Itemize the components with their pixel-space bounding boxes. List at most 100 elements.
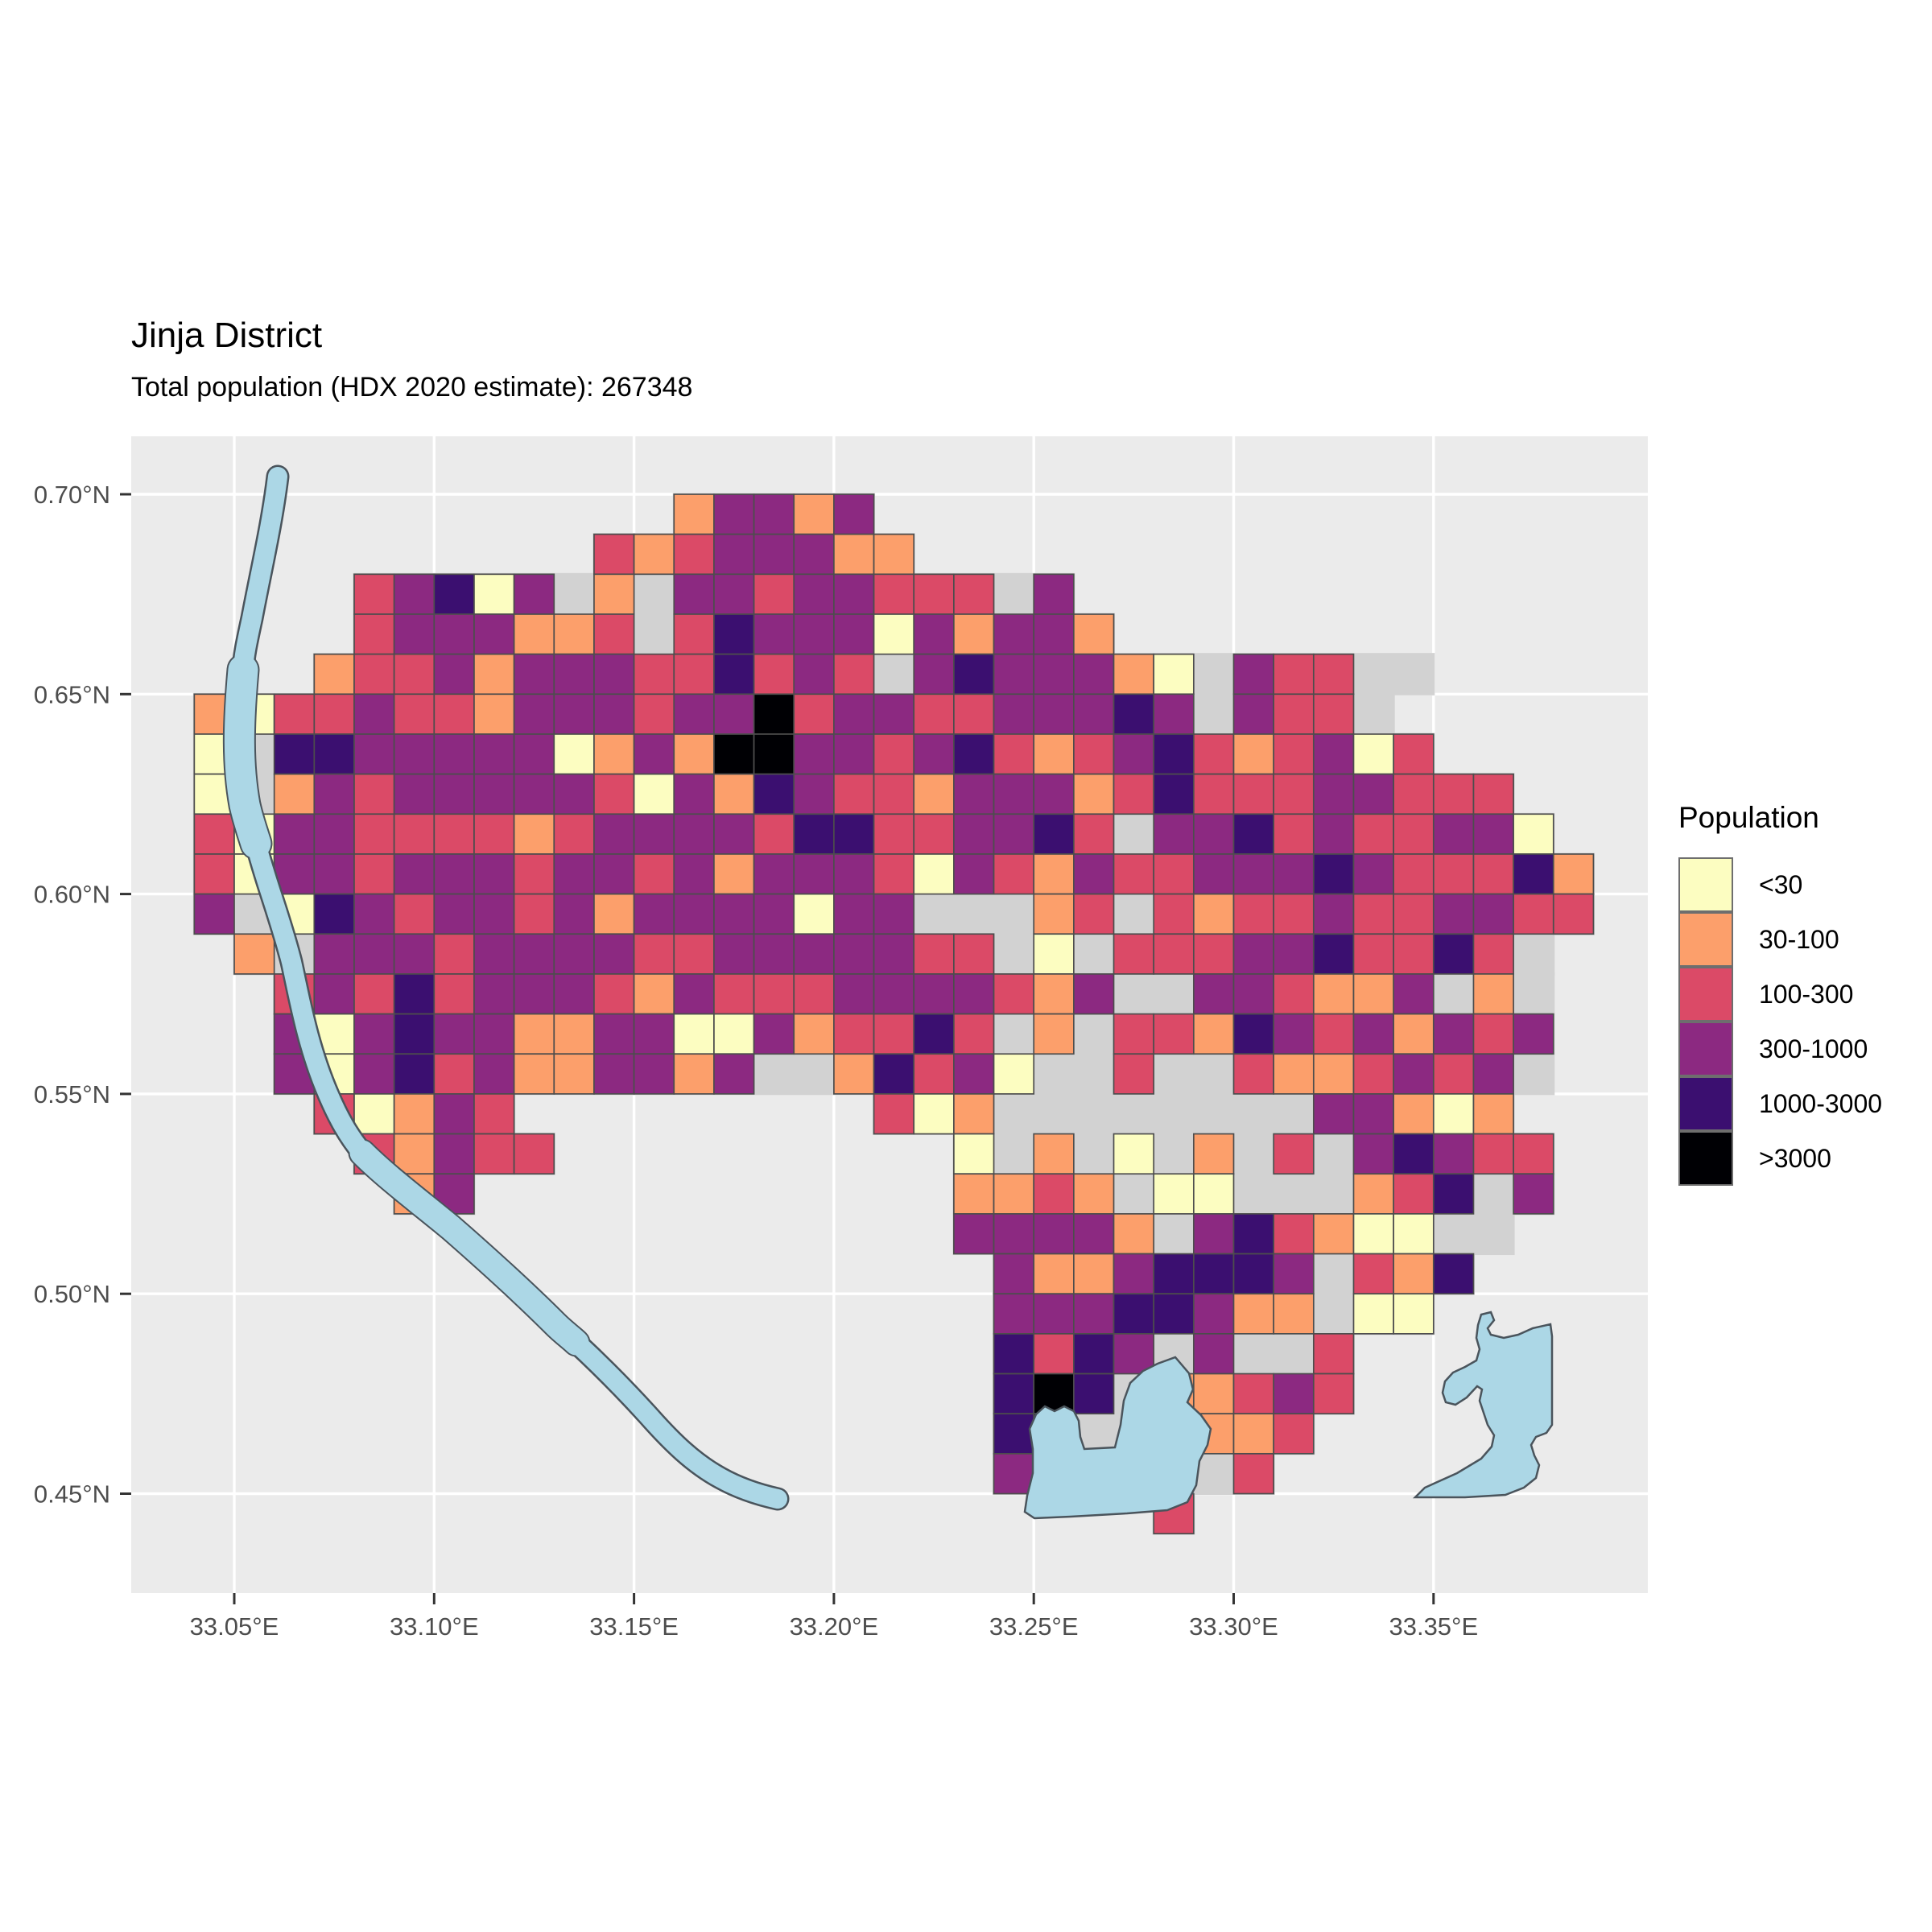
grid-cell [1073,733,1115,775]
grid-cell [433,853,475,895]
grid-cell [1432,813,1475,855]
grid-cell [633,853,675,895]
grid-cell [393,773,436,815]
grid-cell [1153,893,1195,935]
grid-cell [673,613,715,655]
grid-cell [1232,1293,1275,1335]
grid-cell [793,533,835,576]
grid-cell [1113,933,1155,975]
grid-cell [633,933,675,975]
water-bodies [222,464,1554,1520]
grid-cell [833,613,875,655]
grid-cell [1393,773,1435,815]
grid-cell [1393,1093,1435,1135]
grid-cell [1073,1253,1115,1295]
grid-cell [473,1053,515,1095]
grid-cell [553,893,595,935]
legend-title: Population [1678,801,1819,834]
grid-cell [393,973,436,1015]
grid-cell [913,733,955,775]
grid-cell [913,613,955,655]
grid-cell [833,1053,875,1095]
grid-cell [1153,733,1195,775]
grid-cell [513,573,555,615]
grid-cell [1192,1173,1235,1215]
grid-cell [513,1053,555,1095]
grid-cell [473,893,515,935]
grid-cell [1472,1053,1514,1095]
grid-cell [713,493,755,535]
grid-cell [593,933,635,975]
grid-cell [673,893,715,935]
grid-cell [1073,653,1115,696]
grid-cell [1113,853,1155,895]
grid-cell [553,653,595,696]
grid-cell [673,973,715,1015]
y-axis-tick-label: 0.45°N [34,1480,110,1509]
grid-cell [473,693,515,735]
grid-cell [1113,1133,1155,1175]
grid-cell [1192,893,1235,935]
grid-cell [313,773,355,815]
grid-cell [433,573,475,615]
grid-cell [993,653,1035,696]
grid-cell [953,1173,995,1215]
grid-cell [753,533,795,576]
grid-cell [553,613,595,655]
legend-label: 30-100 [1759,924,1839,954]
grid-cell [1273,1133,1315,1175]
grid-cell [1513,1133,1554,1175]
grid-cell [633,653,675,696]
grid-cell [1393,1213,1435,1255]
grid-cell [1192,1293,1235,1335]
grid-cell [753,1013,795,1055]
grid-cell [1273,653,1315,696]
page-title: Jinja District [131,316,323,355]
grid-cell [873,973,915,1015]
grid-cell [1393,1253,1435,1295]
grid-cell [1273,1413,1315,1455]
grid-cell [633,733,675,775]
grid-cell [873,933,915,975]
x-axis-tick-label: 33.05°E [190,1612,279,1641]
grid-cell [433,693,475,735]
grid-cell [753,733,795,775]
grid-cell [473,1093,515,1135]
river-nile [222,464,790,1511]
grid-cell [1352,893,1394,935]
grid-cell [873,1053,915,1095]
grid-cell [633,693,675,735]
grid-cell [353,613,395,655]
grid-cell [1033,1293,1075,1335]
grid-cell [433,893,475,935]
grid-cell [353,933,395,975]
grid-cell [1073,693,1115,735]
grid-cell [513,1133,555,1175]
grid-cell [1312,853,1355,895]
grid-cell [1432,1093,1475,1135]
grid-cell [873,613,915,655]
grid-cell [673,1053,715,1095]
grid-cell [1312,1053,1355,1095]
grid-cell [873,1093,915,1135]
grid-cell [593,1013,635,1055]
grid-cell [953,1133,995,1175]
axis-tick-marks [120,493,1435,1604]
grid-cell [1393,733,1435,775]
grid-cell [993,773,1035,815]
grid-cell [793,853,835,895]
grid-cell [1073,773,1115,815]
grid-cell [393,693,436,735]
legend-entry: 100-300 [1678,967,1882,1022]
legend-label: 300-1000 [1759,1034,1868,1063]
grid-cell [833,733,875,775]
grid-cell [1192,1373,1235,1415]
grid-cell [673,933,715,975]
grid-cell [1393,1053,1435,1095]
grid-cell [553,853,595,895]
grid-cell [633,1053,675,1095]
grid-cell [753,573,795,615]
grid-cell [513,1013,555,1055]
grid-cell [393,733,436,775]
